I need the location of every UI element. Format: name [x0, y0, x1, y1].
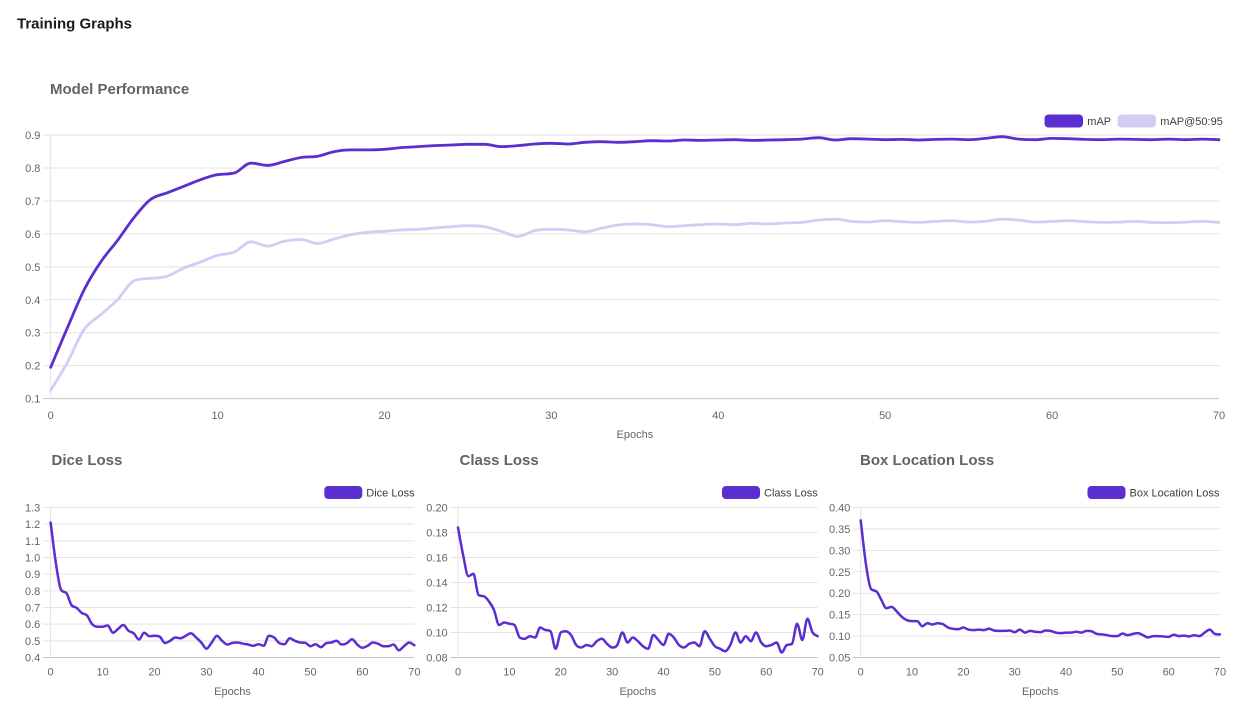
svg-text:Epochs: Epochs [617, 429, 654, 441]
svg-text:0.35: 0.35 [829, 524, 850, 536]
svg-text:0.5: 0.5 [25, 262, 40, 274]
svg-text:20: 20 [957, 666, 969, 678]
svg-text:0.20: 0.20 [829, 588, 850, 600]
svg-text:10: 10 [211, 410, 223, 422]
svg-text:40: 40 [657, 666, 669, 678]
svg-text:Class Loss: Class Loss [764, 488, 818, 500]
svg-text:0.1: 0.1 [25, 394, 40, 406]
svg-text:1.0: 1.0 [25, 553, 40, 565]
svg-text:Epochs: Epochs [620, 686, 657, 698]
svg-text:0.2: 0.2 [25, 361, 40, 373]
svg-text:0: 0 [858, 666, 864, 678]
svg-text:0.3: 0.3 [25, 328, 40, 340]
svg-text:30: 30 [606, 666, 618, 678]
svg-text:50: 50 [879, 410, 891, 422]
svg-text:60: 60 [760, 666, 772, 678]
svg-text:30: 30 [200, 666, 212, 678]
svg-text:0.12: 0.12 [426, 603, 447, 615]
svg-text:40: 40 [1060, 666, 1072, 678]
svg-text:Training Graphs: Training Graphs [17, 16, 132, 33]
svg-text:0.8: 0.8 [25, 586, 40, 598]
svg-text:Class Loss: Class Loss [460, 452, 539, 469]
svg-text:70: 70 [1214, 666, 1226, 678]
svg-text:Epochs: Epochs [1022, 686, 1059, 698]
svg-text:60: 60 [356, 666, 368, 678]
svg-text:70: 70 [1213, 410, 1225, 422]
svg-text:10: 10 [906, 666, 918, 678]
svg-text:40: 40 [252, 666, 264, 678]
svg-text:20: 20 [378, 410, 390, 422]
svg-text:70: 70 [812, 666, 824, 678]
svg-text:0.10: 0.10 [426, 628, 447, 640]
svg-text:0: 0 [48, 666, 54, 678]
svg-text:mAP: mAP [1087, 116, 1111, 128]
svg-text:10: 10 [503, 666, 515, 678]
svg-text:0.30: 0.30 [829, 545, 850, 557]
svg-text:0.6: 0.6 [25, 229, 40, 241]
svg-text:0.20: 0.20 [426, 503, 447, 515]
svg-text:20: 20 [148, 666, 160, 678]
svg-text:mAP@50:95: mAP@50:95 [1160, 116, 1223, 128]
svg-text:0.10: 0.10 [829, 631, 850, 643]
svg-text:40: 40 [712, 410, 724, 422]
svg-text:60: 60 [1046, 410, 1058, 422]
svg-text:10: 10 [96, 666, 108, 678]
svg-text:60: 60 [1163, 666, 1175, 678]
svg-text:0.15: 0.15 [829, 610, 850, 622]
svg-text:Dice Loss: Dice Loss [366, 488, 415, 500]
svg-text:1.2: 1.2 [25, 519, 40, 531]
svg-text:50: 50 [709, 666, 721, 678]
svg-text:Box Location Loss: Box Location Loss [1130, 488, 1220, 500]
svg-text:0.40: 0.40 [829, 503, 850, 515]
svg-text:1.1: 1.1 [25, 536, 40, 548]
svg-text:0.9: 0.9 [25, 130, 40, 142]
svg-text:0.8: 0.8 [25, 163, 40, 175]
svg-text:20: 20 [555, 666, 567, 678]
svg-text:0.08: 0.08 [426, 653, 447, 665]
svg-text:0: 0 [455, 666, 461, 678]
svg-text:0.25: 0.25 [829, 567, 850, 579]
svg-text:1.3: 1.3 [25, 503, 40, 515]
svg-text:0.14: 0.14 [426, 578, 447, 590]
svg-text:0.4: 0.4 [25, 295, 40, 307]
svg-text:0.5: 0.5 [25, 636, 40, 648]
svg-text:0.4: 0.4 [25, 653, 40, 665]
svg-text:30: 30 [545, 410, 557, 422]
svg-text:Model Performance: Model Performance [50, 81, 189, 98]
svg-text:0.7: 0.7 [25, 196, 40, 208]
svg-text:0.18: 0.18 [426, 528, 447, 540]
svg-text:0.6: 0.6 [25, 619, 40, 631]
svg-text:Dice Loss: Dice Loss [52, 452, 123, 469]
svg-text:50: 50 [1111, 666, 1123, 678]
svg-text:0.9: 0.9 [25, 569, 40, 581]
svg-text:70: 70 [408, 666, 420, 678]
svg-text:0: 0 [48, 410, 54, 422]
svg-text:Box Location Loss: Box Location Loss [860, 452, 994, 469]
svg-text:0.05: 0.05 [829, 653, 850, 665]
svg-text:0.16: 0.16 [426, 553, 447, 565]
svg-text:0.7: 0.7 [25, 603, 40, 615]
svg-text:50: 50 [304, 666, 316, 678]
svg-text:30: 30 [1009, 666, 1021, 678]
svg-text:Epochs: Epochs [214, 686, 251, 698]
